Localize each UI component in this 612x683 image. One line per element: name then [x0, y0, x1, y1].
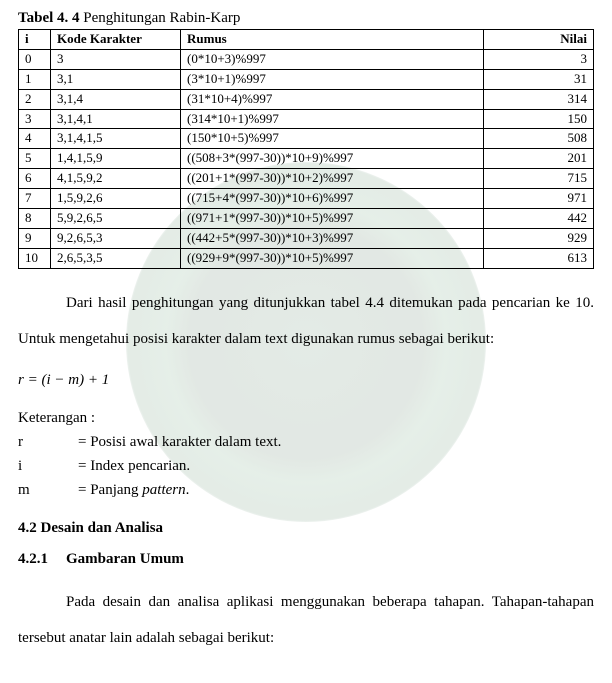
table-row: 43,1,4,1,5(150*10+5)%997508 — [19, 129, 594, 149]
table-cell: 2 — [19, 89, 51, 109]
table-row: 23,1,4(31*10+4)%997314 — [19, 89, 594, 109]
ket-desc-r: = Posisi awal karakter dalam text. — [78, 430, 594, 454]
table-cell: 3 — [484, 49, 594, 69]
col-header-i: i — [19, 30, 51, 50]
paragraph-2: Pada desain dan analisa aplikasi menggun… — [18, 584, 594, 656]
table-row: 51,4,1,5,9((508+3*(997-30))*10+9)%997201 — [19, 149, 594, 169]
table-cell: 442 — [484, 209, 594, 229]
keterangan-row: r = Posisi awal karakter dalam text. — [18, 430, 594, 454]
table-cell: 9,2,6,5,3 — [51, 228, 181, 248]
table-cell: 31 — [484, 69, 594, 89]
table-cell: 1,5,9,2,6 — [51, 189, 181, 209]
table-cell: (31*10+4)%997 — [181, 89, 484, 109]
table-cell: 1 — [19, 69, 51, 89]
table-cell: 201 — [484, 149, 594, 169]
paragraph-1: Dari hasil penghitungan yang ditunjukkan… — [18, 285, 594, 357]
table-cell: 929 — [484, 228, 594, 248]
table-cell: 7 — [19, 189, 51, 209]
ket-sym-r: r — [18, 430, 78, 454]
col-header-nilai: Nilai — [484, 30, 594, 50]
table-cell: 5 — [19, 149, 51, 169]
section-4-2-1-num: 4.2.1 — [18, 551, 66, 568]
table-caption: Tabel 4. 4 Penghitungan Rabin-Karp — [18, 10, 594, 27]
table-cell: ((929+9*(997-30))*10+5)%997 — [181, 248, 484, 268]
table-cell: (0*10+3)%997 — [181, 49, 484, 69]
table-cell: (314*10+1)%997 — [181, 109, 484, 129]
ket-desc-m-suffix: . — [186, 482, 190, 498]
table-cell: 5,9,2,6,5 — [51, 209, 181, 229]
table-cell: ((508+3*(997-30))*10+9)%997 — [181, 149, 484, 169]
table-cell: ((715+4*(997-30))*10+6)%997 — [181, 189, 484, 209]
keterangan-block: Keterangan : r = Posisi awal karakter da… — [18, 406, 594, 502]
table-row: 102,6,5,3,5((929+9*(997-30))*10+5)%99761… — [19, 248, 594, 268]
table-cell: 4 — [19, 129, 51, 149]
table-cell: 0 — [19, 49, 51, 69]
table-cell: 3,1,4 — [51, 89, 181, 109]
col-header-kode: Kode Karakter — [51, 30, 181, 50]
ket-desc-i: = Index pencarian. — [78, 454, 594, 478]
ket-sym-m: m — [18, 478, 78, 502]
keterangan-title: Keterangan : — [18, 406, 594, 430]
table-row: 71,5,9,2,6((715+4*(997-30))*10+6)%997971 — [19, 189, 594, 209]
table-header-row: i Kode Karakter Rumus Nilai — [19, 30, 594, 50]
table-cell: 3 — [51, 49, 181, 69]
ket-desc-m: = Panjang pattern. — [78, 478, 594, 502]
table-cell: ((442+5*(997-30))*10+3)%997 — [181, 228, 484, 248]
caption-bold: Tabel 4. 4 — [18, 10, 80, 26]
table-cell: 3,1,4,1,5 — [51, 129, 181, 149]
table-cell: 4,1,5,9,2 — [51, 169, 181, 189]
table-row: 13,1(3*10+1)%99731 — [19, 69, 594, 89]
table-row: 85,9,2,6,5((971+1*(997-30))*10+5)%997442 — [19, 209, 594, 229]
ket-desc-m-prefix: = Panjang — [78, 482, 142, 498]
table-row: 99,2,6,5,3((442+5*(997-30))*10+3)%997929 — [19, 228, 594, 248]
caption-rest: Penghitungan Rabin-Karp — [80, 10, 241, 26]
table-row: 03(0*10+3)%9973 — [19, 49, 594, 69]
section-4-2-1-title: Gambaran Umum — [66, 551, 184, 567]
rabin-karp-table: i Kode Karakter Rumus Nilai 03(0*10+3)%9… — [18, 29, 594, 269]
ket-desc-m-italic: pattern — [142, 482, 185, 498]
table-cell: 3 — [19, 109, 51, 129]
formula: r = (i − m) + 1 — [18, 367, 594, 394]
table-cell: 3,1 — [51, 69, 181, 89]
table-cell: 10 — [19, 248, 51, 268]
table-cell: 1,4,1,5,9 — [51, 149, 181, 169]
table-cell: 9 — [19, 228, 51, 248]
keterangan-row: i = Index pencarian. — [18, 454, 594, 478]
section-4-2: 4.2 Desain dan Analisa — [18, 520, 594, 537]
table-cell: 613 — [484, 248, 594, 268]
table-cell: ((201+1*(997-30))*10+2)%997 — [181, 169, 484, 189]
section-4-2-1: 4.2.1Gambaran Umum — [18, 551, 594, 568]
ket-sym-i: i — [18, 454, 78, 478]
table-cell: 2,6,5,3,5 — [51, 248, 181, 268]
table-cell: 6 — [19, 169, 51, 189]
table-cell: 8 — [19, 209, 51, 229]
table-cell: 508 — [484, 129, 594, 149]
table-cell: 3,1,4,1 — [51, 109, 181, 129]
table-cell: 150 — [484, 109, 594, 129]
table-cell: 314 — [484, 89, 594, 109]
keterangan-row: m = Panjang pattern. — [18, 478, 594, 502]
table-row: 33,1,4,1(314*10+1)%997150 — [19, 109, 594, 129]
table-cell: (3*10+1)%997 — [181, 69, 484, 89]
table-cell: (150*10+5)%997 — [181, 129, 484, 149]
table-cell: 715 — [484, 169, 594, 189]
table-cell: ((971+1*(997-30))*10+5)%997 — [181, 209, 484, 229]
col-header-rumus: Rumus — [181, 30, 484, 50]
table-row: 64,1,5,9,2((201+1*(997-30))*10+2)%997715 — [19, 169, 594, 189]
table-cell: 971 — [484, 189, 594, 209]
